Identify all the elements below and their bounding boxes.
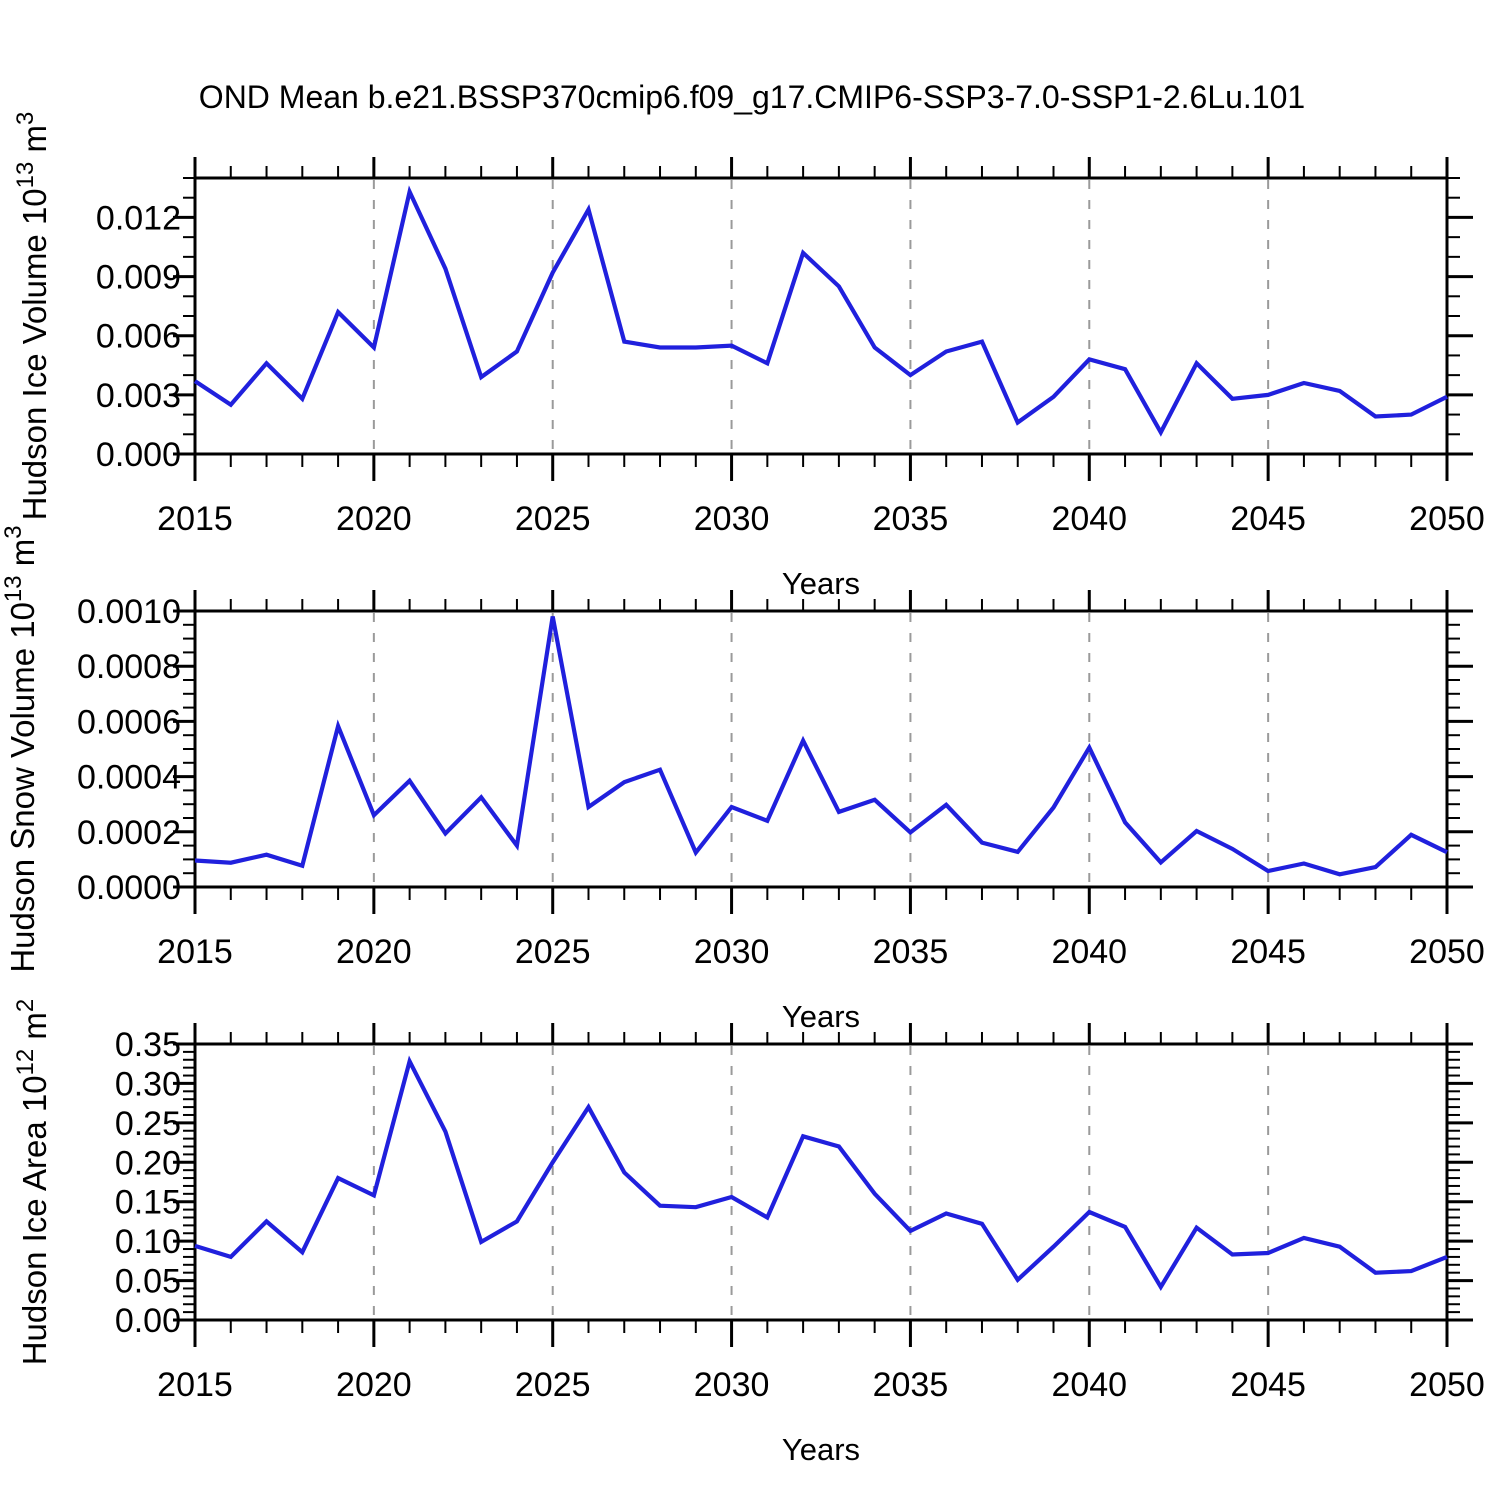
panel-hudson-ice-area: 0.000.050.100.150.200.250.300.35 2015 2020… [12,999,1485,1467]
x-axis-title-hudson-snow-volume: Years [782,999,860,1034]
y-tick-label: 0.0006 [77,703,181,741]
panel-hudson-ice-volume: 0.000 0.003 0.006 0.009 0.012 2015 2020 2025 203… [12,112,1485,601]
gridlines-hudson-ice-volume [372,180,1270,452]
panels-group: 0.000 0.003 0.006 0.009 0.012 2015 2020 2025 203… [0,112,1485,1467]
x-tick-label: 2025 [515,1366,591,1404]
data-line-hudson-snow-volume [194,616,1448,877]
x-tick-label: 2015 [157,933,233,971]
x-tick-label: 2030 [694,500,770,538]
data-line-hudson-ice-area [194,1055,1448,1291]
x-tick-label: 2035 [873,1366,949,1404]
y-tick-label: 0.0004 [77,759,181,797]
y-ticks-hudson-ice-volume [173,177,1473,456]
x-tick-label: 2040 [1051,1366,1127,1404]
x-tick-label: 2035 [873,933,949,971]
y-tick-label: 0.012 [96,199,181,237]
y-tick-label: 0.000 [96,436,181,474]
plot-frame-hudson-ice-area [193,1042,1449,1322]
x-ticks-hudson-ice-area [193,1023,1449,1347]
y-tick-label: 0.0002 [77,814,181,852]
gridlines-hudson-ice-area [372,1046,1270,1318]
x-ticks-hudson-snow-volume [193,590,1449,914]
plot-frame-hudson-ice-volume [193,176,1449,456]
x-tick-label: 2030 [694,1366,770,1404]
x-tick-label: 2040 [1051,933,1127,971]
y-tick-label: 0.15 [115,1184,181,1222]
y-axis-title-hudson-ice-area: Hudson Ice Area 1012 m2 [12,999,53,1366]
data-line-hudson-ice-volume [193,185,1448,437]
plot-frame-hudson-snow-volume [193,609,1449,889]
y-tick-label: 0.05 [115,1263,181,1301]
x-tick-label: 2020 [336,933,412,971]
x-tick-label: 2015 [157,1366,233,1404]
y-tick-label: 0.006 [96,318,181,356]
chart-title: OND Mean b.e21.BSSP370cmip6.f09_g17.CMIP… [199,79,1305,115]
y-axis-title-hudson-ice-volume: Hudson Ice Volume 1013 m3 [12,112,53,521]
x-axis-title-hudson-ice-area: Years [782,1432,860,1467]
x-axis-title-hudson-ice-volume: Years [782,566,860,601]
y-tick-label: 0.20 [115,1144,181,1182]
x-tick-label: 2020 [336,1366,412,1404]
y-tick-label: 0.30 [115,1065,181,1103]
x-tick-label: 2025 [515,933,591,971]
x-tick-label: 2050 [1409,500,1485,538]
y-tick-label: 0.25 [115,1105,181,1143]
y-tick-label: 0.003 [96,377,181,415]
y-tick-label: 0.0000 [77,869,181,907]
x-tick-label: 2020 [336,500,412,538]
x-tick-label: 2015 [157,500,233,538]
y-ticks-hudson-snow-volume [173,609,1473,889]
x-tick-label: 2025 [515,500,591,538]
y-tick-label: 0.009 [96,259,181,297]
x-tick-label: 2035 [873,500,949,538]
x-tick-label: 2050 [1409,933,1485,971]
y-tick-label: 0.35 [115,1026,181,1064]
x-tick-label: 2050 [1409,1366,1485,1404]
x-tick-label: 2045 [1230,933,1306,971]
y-tick-label: 0.0008 [77,648,181,686]
x-tick-label: 2030 [694,933,770,971]
x-tick-label: 2045 [1230,500,1306,538]
x-ticks-hudson-ice-volume [193,157,1449,481]
gridlines-hudson-snow-volume [372,613,1270,885]
x-tick-label: 2040 [1051,500,1127,538]
y-axis-title-hudson-snow-volume: Hudson Snow Volume 1013 m3 [0,525,41,972]
y-tick-label: 0.00 [115,1302,181,1340]
panel-hudson-snow-volume: 0.0000 0.0002 0.0004 0.0006 0.0008 0.0010 2015… [0,525,1485,1034]
y-ticks-hudson-ice-area [173,1042,1473,1322]
y-tick-label: 0.10 [115,1223,181,1261]
y-tick-label: 0.0010 [77,593,181,631]
x-tick-label: 2045 [1230,1366,1306,1404]
